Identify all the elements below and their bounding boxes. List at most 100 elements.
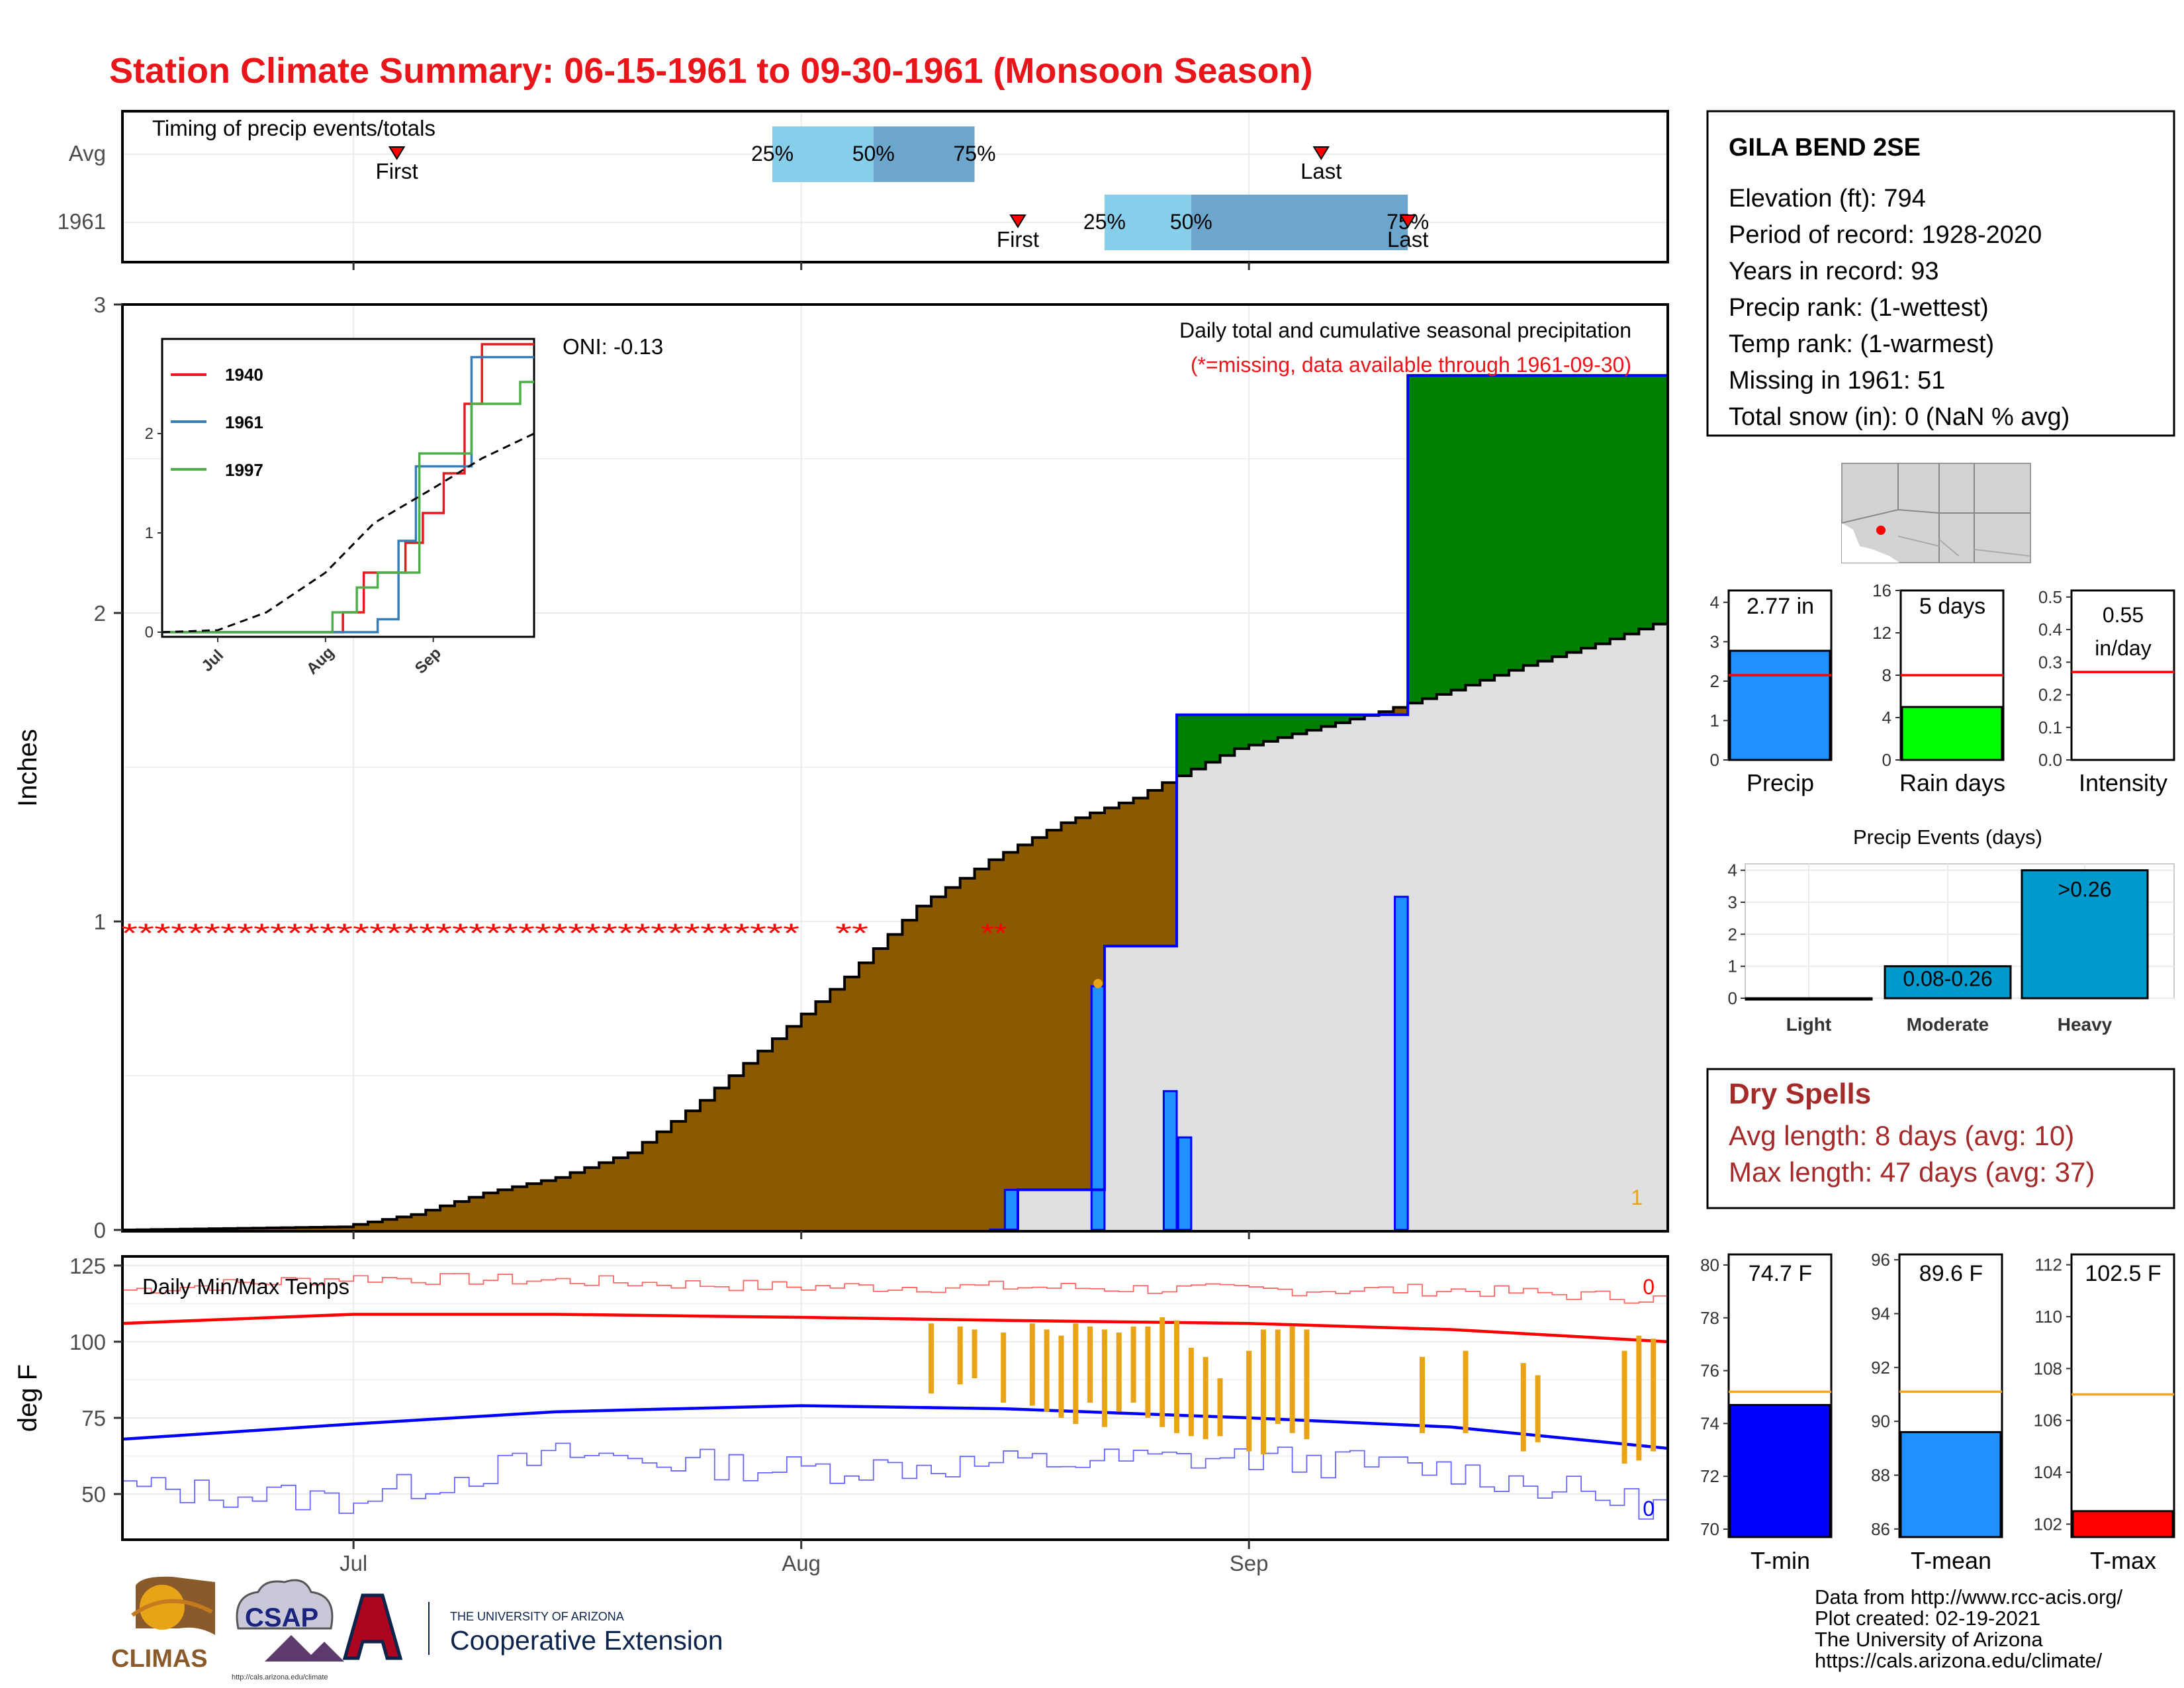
avg_max-line <box>122 1313 1668 1344</box>
summary-ytick-label-0-2: 2 <box>1710 671 1719 691</box>
tmean-bar-value: 89.6 F <box>1919 1261 1983 1286</box>
timing-bar-q25-q50-0 <box>772 126 874 182</box>
record_min-line <box>122 1442 1668 1520</box>
timing-label-p50-0: 50% <box>852 142 895 165</box>
precip-corner-count: 1 <box>1631 1186 1643 1209</box>
tmin-bar-value: 74.7 F <box>1749 1261 1812 1286</box>
dry-spells-title: Dry Spells <box>1729 1078 1871 1110</box>
precip-y-label: Inches <box>13 729 42 807</box>
temp-ytick-label-0: 50 <box>81 1482 106 1507</box>
summary-ytick-label-2-5: 0.5 <box>2038 587 2062 607</box>
timing-marker-last-1 <box>1399 214 1416 228</box>
observed-temp-range-0 <box>929 1323 934 1394</box>
observed-temp-range-24 <box>1463 1350 1469 1433</box>
station-years: Years in record: 93 <box>1729 258 1939 285</box>
legend-label-1961: 1961 <box>225 412 263 432</box>
observed-temp-range-16 <box>1203 1356 1208 1440</box>
observed-temp-range-9 <box>1101 1329 1107 1427</box>
timing-row-label-avg: Avg <box>69 141 106 165</box>
temp-summary-ytick-label-0-5: 80 <box>1700 1255 1719 1275</box>
inset-ytick-label-1: 1 <box>145 524 154 542</box>
timing-label-last-0: Last <box>1300 159 1342 183</box>
station-missing: Missing in 1961: 51 <box>1729 367 1945 395</box>
observed-temp-range-26 <box>1535 1375 1541 1442</box>
observed-temp-range-22 <box>1304 1329 1310 1440</box>
tmin-bar-label: T-min <box>1751 1547 1810 1574</box>
csap-cloud <box>236 1579 334 1630</box>
observed-cumulative-line <box>989 374 1668 1231</box>
temp-summary-ytick-label-1-5: 96 <box>1871 1250 1890 1270</box>
climas-logo: CLIMAS <box>111 1576 215 1673</box>
temp-grid <box>124 1258 1666 1538</box>
timing-panel-title: Timing of precip events/totals <box>152 116 435 140</box>
csap-url: http://cals.arizona.edu/climate <box>232 1673 328 1681</box>
credits: Data from http://www.rcc-acis.org/ Plot … <box>1815 1585 2123 1672</box>
inset-series-line-1940 <box>162 343 534 633</box>
observed-temp-range-27 <box>1621 1350 1627 1464</box>
summary-ytick-label-0-0: 0 <box>1710 750 1719 770</box>
dry-spells-avg: Avg length: 8 days (avg: 10) <box>1729 1120 2074 1151</box>
record_max-line <box>122 1272 1668 1304</box>
temp-summary-ytick-label-2-4: 110 <box>2035 1307 2062 1327</box>
timing-marker-first-1 <box>1009 214 1026 228</box>
temp-panel: 50 75 100 125 Daily Min/Max Temps deg F 0 0… <box>13 1231 1669 1575</box>
tmax-bar-label: T-max <box>2090 1547 2156 1574</box>
credit-data-source: Data from http://www.rcc-acis.org/ <box>1815 1585 2123 1609</box>
timing-label-first-0: First <box>376 159 418 183</box>
legend-label-1997: 1997 <box>225 460 263 480</box>
summary-bar-frame-2 <box>2070 589 2175 761</box>
x-axis-tick-label-1: Aug <box>782 1551 821 1575</box>
events-bar-moderate <box>1884 965 2012 1000</box>
raindays-bar-value: 5 days <box>1919 594 1985 619</box>
temp-summary-ytick-label-0-0: 70 <box>1700 1519 1719 1539</box>
temp-panel-frame <box>121 1255 1669 1541</box>
observed-temp-range-14 <box>1174 1320 1180 1433</box>
map-ocean <box>1842 463 1899 563</box>
events-bar-heavy <box>2021 869 2149 1000</box>
precip-fills <box>122 375 1668 1231</box>
precip-ytick-label-1: 1 <box>94 910 106 934</box>
observed-temp-range-18 <box>1246 1350 1252 1452</box>
observed-temp-range-12 <box>1145 1326 1151 1418</box>
temp-content <box>122 1272 1668 1520</box>
observed-temp-range-19 <box>1260 1329 1266 1455</box>
summary-ytick-label-1-4: 16 <box>1872 581 1891 600</box>
observed-temp-range-6 <box>1058 1335 1064 1418</box>
timing-label-p50-1: 50% <box>1170 210 1212 234</box>
tmean-bar-label: T-mean <box>1911 1547 1991 1574</box>
avg_min-line <box>122 1404 1668 1450</box>
station-box-frame <box>1706 110 2175 437</box>
station-period: Period of record: 1928-2020 <box>1729 221 2042 249</box>
station-elevation: Elevation (ft): 794 <box>1729 185 1926 212</box>
page-title: Station Climate Summary: 06-15-1961 to 0… <box>109 51 1313 91</box>
temp-summary-ytick-label-1-4: 94 <box>1871 1303 1890 1323</box>
record-max-count: 0 <box>1643 1275 1655 1299</box>
events-ytick-label-3: 3 <box>1728 892 1737 912</box>
summary-ytick-label-2-0: 0.0 <box>2038 750 2062 770</box>
summary-ytick-label-0-1: 1 <box>1710 710 1719 730</box>
timing-label-first-1: First <box>997 227 1039 252</box>
precip-annotation-missing: (*=missing, data available through 1961-… <box>1191 353 1631 377</box>
temp-y-label: deg F <box>13 1364 42 1432</box>
temp-panel-bg <box>122 1256 1668 1540</box>
precip-bar-value: 2.77 in <box>1747 594 1814 619</box>
x-axis-tick-label-0: Jul <box>340 1551 367 1575</box>
credit-plot-created: Plot created: 02-19-2021 <box>1815 1607 2040 1630</box>
events-chart: 0 1 2 3 4 Light Moderate 0.08-0.26 Heavy >0.26 <box>1728 861 2175 1035</box>
credit-url: https://cals.arizona.edu/climate/ <box>1815 1649 2103 1672</box>
temp-panel-title: Daily Min/Max Temps <box>142 1274 349 1299</box>
summary-ytick-label-0-4: 4 <box>1710 592 1719 612</box>
precip-bar-label: Precip <box>1747 769 1814 796</box>
summary-ytick-label-0-3: 3 <box>1710 632 1719 651</box>
events-bar-label-heavy: >0.26 <box>2058 878 2112 902</box>
ua-a-mark <box>342 1593 403 1660</box>
temp-summary-ytick-label-0-1: 72 <box>1700 1466 1719 1486</box>
events-bar-label-moderate: 0.08-0.26 <box>1903 967 1992 991</box>
temp-summary-ytick-label-2-2: 106 <box>2034 1411 2062 1430</box>
ua-logo-small-text: THE UNIVERSITY OF ARIZONA <box>450 1610 624 1623</box>
daily-precip-bar-4 <box>1394 896 1409 1231</box>
temp-summary-bar-1 <box>1899 1430 2002 1538</box>
temp-summary-ytick-label-1-1: 88 <box>1871 1465 1890 1485</box>
summary-ytick-label-1-3: 12 <box>1872 623 1891 643</box>
